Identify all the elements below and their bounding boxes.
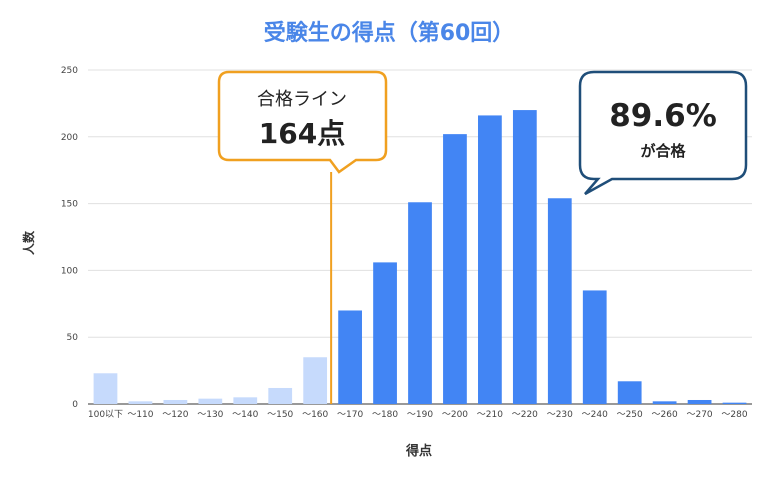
y-tick-labels: 0 50 100 150 200 250 (61, 66, 78, 410)
x-axis-label: 得点 (405, 443, 432, 459)
bars (93, 110, 747, 405)
x-tick-label: ～130 (197, 410, 223, 420)
bar-pass (617, 381, 642, 404)
bar-fail (128, 401, 153, 404)
y-axis-label: 人数 (21, 230, 36, 255)
y-tick-label: 100 (61, 266, 78, 276)
x-tick-label: ～250 (617, 410, 643, 420)
y-tick-label: 200 (61, 133, 78, 143)
bar-pass (687, 399, 712, 404)
x-tick-labels: 100以下 ～110 ～120 ～130 ～140 ～150 ～160 ～170 ～180 ～19… (88, 410, 748, 420)
x-tick-label: ～230 (547, 410, 573, 420)
x-tick-label: ～210 (477, 410, 503, 420)
bar-pass (547, 198, 572, 404)
x-tick-label: ～240 (582, 410, 608, 420)
bar-pass (582, 290, 607, 404)
x-tick-label: ～270 (686, 410, 712, 420)
bar-fail (163, 399, 188, 404)
x-tick-label: ～110 (127, 410, 153, 420)
y-tick-label: 50 (67, 333, 79, 343)
bar-pass (722, 402, 747, 404)
x-tick-label: ～170 (337, 410, 363, 420)
bar-pass (443, 134, 467, 405)
x-tick-label: ～200 (442, 410, 468, 420)
y-tick-label: 250 (61, 66, 78, 76)
passrate-callout-bubble (578, 70, 748, 196)
passline-callout: 合格ライン 164点 (217, 70, 388, 174)
bar-pass (512, 110, 537, 404)
passline-callout-bubble (217, 70, 388, 174)
bar-pass (478, 115, 502, 404)
y-tick-label: 150 (61, 200, 78, 210)
passrate-callout-label: が合格 (640, 142, 686, 160)
bar-fail (233, 397, 258, 404)
bar-pass (338, 310, 362, 404)
passrate-callout-value: 89.6% (609, 98, 717, 134)
x-tick-label: ～150 (267, 410, 293, 420)
x-tick-label: ～280 (721, 410, 747, 420)
bar-pass (408, 202, 432, 404)
x-tick-label: ～260 (652, 410, 678, 420)
bar-fail (268, 387, 293, 404)
passline-callout-label: 合格ライン (257, 89, 347, 110)
chart-title: 受験生の得点（第60回） (264, 20, 515, 46)
x-tick-label: ～160 (302, 410, 328, 420)
y-tick-label: 0 (72, 400, 78, 410)
x-tick-label: ～140 (232, 410, 258, 420)
x-tick-label: ～220 (512, 410, 538, 420)
bar-pass (652, 401, 677, 404)
x-tick-label: ～120 (162, 410, 188, 420)
x-tick-label: 100以下 (88, 410, 123, 420)
x-tick-label: ～180 (372, 410, 398, 420)
bar-pass (373, 262, 397, 404)
x-tick-label: ～190 (407, 410, 433, 420)
bar-fail (198, 398, 223, 404)
passrate-callout: 89.6% が合格 (578, 70, 748, 196)
bar-fail (303, 357, 328, 404)
bar-fail (93, 373, 118, 404)
passline-callout-value: 164点 (259, 117, 345, 150)
